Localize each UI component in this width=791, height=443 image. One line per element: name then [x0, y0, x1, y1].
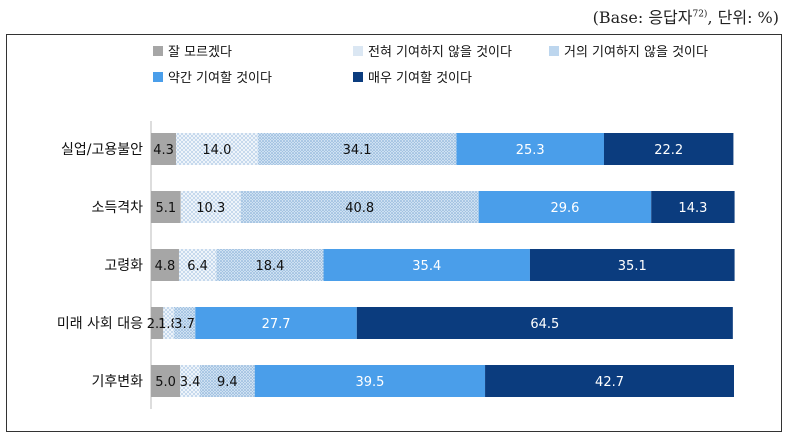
- bar-segment-somewhat: [323, 249, 530, 281]
- bar-segment-not-at-all: [180, 191, 241, 223]
- data-label: 35.1: [618, 259, 647, 274]
- data-label: 42.7: [595, 375, 624, 390]
- bar-segment-not-at-all: [178, 249, 217, 281]
- bar-segment-dont-know: [151, 191, 181, 223]
- legend-swatch-not-at-all: [353, 45, 363, 56]
- legend-label-very-much: 매우 기여할 것이다: [368, 71, 472, 86]
- category-label: 고령화: [104, 258, 143, 274]
- data-label: 4.8: [155, 259, 176, 274]
- bar-segment-dont-know: [151, 365, 181, 397]
- bar-segment-very-much: [529, 249, 735, 281]
- legend-item-hardly: 거의 기여하지 않을 것이다: [549, 41, 708, 60]
- bar-segment-hardly: [257, 133, 457, 165]
- category-label: 미래 사회 대응: [57, 316, 143, 332]
- base-note: (Base: 응답자72), 단위: %): [593, 4, 779, 28]
- data-label: 5.1: [156, 201, 177, 216]
- category-label: 기후변화: [91, 374, 143, 390]
- bar-segment-hardly: [199, 365, 255, 397]
- data-label: 39.5: [355, 375, 384, 390]
- base-note-footnote: 72): [692, 9, 708, 20]
- legend-item-very-much: 매우 기여할 것이다: [353, 67, 472, 86]
- category-label: 소득격차: [91, 200, 143, 216]
- data-label: 5.0: [155, 375, 176, 390]
- data-label: 3.7: [174, 317, 195, 332]
- base-note-prefix: (Base: 응답자: [592, 8, 693, 27]
- stacked-bar-chart: 실업/고용불안 4.3 14.0 34.1 25.3 22.2 소득격차 5.1 10.3 40.…: [57, 121, 735, 409]
- data-label: 27.7: [262, 317, 291, 332]
- base-note-suffix: , 단위: %): [707, 8, 779, 27]
- legend-swatch-somewhat: [153, 71, 163, 82]
- bar-segment-dont-know: [151, 307, 164, 339]
- legend-item-somewhat: 약간 기여할 것이다: [153, 67, 272, 86]
- bar-segment-not-at-all: [180, 365, 200, 397]
- data-label: 22.2: [654, 143, 683, 158]
- data-label: 4.3: [153, 143, 174, 158]
- data-label: 18.4: [255, 259, 284, 274]
- data-label: 25.3: [516, 143, 545, 158]
- data-label: 14.0: [202, 143, 231, 158]
- bar-segment-somewhat: [195, 307, 357, 339]
- data-label: 14.3: [678, 201, 707, 216]
- bar-segment-hardly: [173, 307, 196, 339]
- legend-item-not-at-all: 전혀 기여하지 않을 것이다: [353, 41, 512, 60]
- data-label: 29.6: [550, 201, 579, 216]
- bar-segment-not-at-all: [176, 133, 258, 165]
- bar-segment-dont-know: [151, 249, 179, 281]
- bar-segment-very-much: [356, 307, 733, 339]
- data-label: 10.3: [196, 201, 225, 216]
- legend-swatch-dont-know: [153, 45, 163, 56]
- legend-item-dont-know: 잘 모르겠다: [153, 41, 232, 60]
- bar-segment-very-much: [651, 191, 735, 223]
- data-label: 40.8: [345, 201, 374, 216]
- legend-swatch-very-much: [353, 71, 363, 82]
- data-label: 2.1: [147, 317, 168, 332]
- bar-segment-not-at-all: [163, 307, 174, 339]
- data-label: 9.4: [217, 375, 238, 390]
- legend-label-dont-know: 잘 모르겠다: [168, 45, 232, 60]
- bar-segment-very-much: [603, 133, 734, 165]
- data-label: 64.5: [530, 317, 559, 332]
- data-label: 6.4: [187, 259, 208, 274]
- chart-frame: 잘 모르겠다 전혀 기여하지 않을 것이다 거의 기여하지 않을 것이다 약간 …: [6, 34, 782, 432]
- legend-swatch-hardly: [549, 45, 559, 56]
- legend-label-not-at-all: 전혀 기여하지 않을 것이다: [368, 45, 512, 60]
- category-label: 실업/고용불안: [61, 142, 143, 158]
- bar-segment-dont-know: [151, 133, 177, 165]
- data-label: 34.1: [343, 143, 372, 158]
- legend-label-somewhat: 약간 기여할 것이다: [168, 71, 272, 86]
- data-label: 3.4: [180, 375, 201, 390]
- data-label: 1.8: [158, 317, 179, 332]
- bar-segment-very-much: [485, 365, 734, 397]
- bar-segment-somewhat: [456, 133, 604, 165]
- bar-segment-somewhat: [478, 191, 652, 223]
- data-label: 35.4: [412, 259, 441, 274]
- bar-segment-hardly: [216, 249, 324, 281]
- legend-label-hardly: 거의 기여하지 않을 것이다: [564, 45, 708, 60]
- bar-segment-hardly: [240, 191, 479, 223]
- bar-segment-somewhat: [254, 365, 486, 397]
